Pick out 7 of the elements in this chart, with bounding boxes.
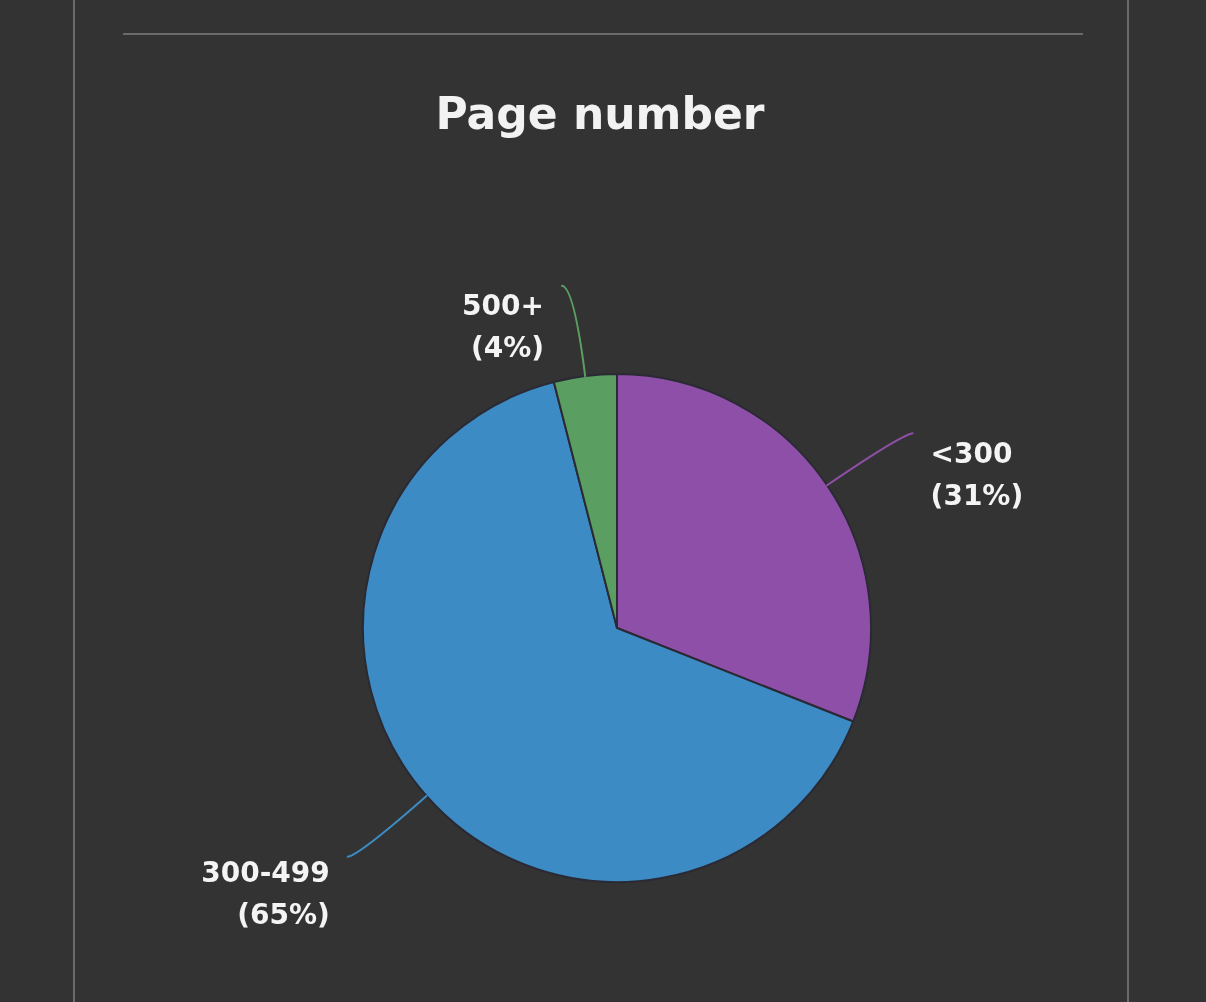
data-label: (31%): [930, 478, 1024, 512]
slice-label: <300: [930, 436, 1013, 470]
data-label: (65%): [237, 898, 330, 932]
chart-title: Page number: [434, 88, 766, 139]
data-label: (4%): [470, 331, 545, 365]
slice-label: 300-499: [201, 856, 330, 890]
slice-label: 500+: [462, 289, 545, 323]
